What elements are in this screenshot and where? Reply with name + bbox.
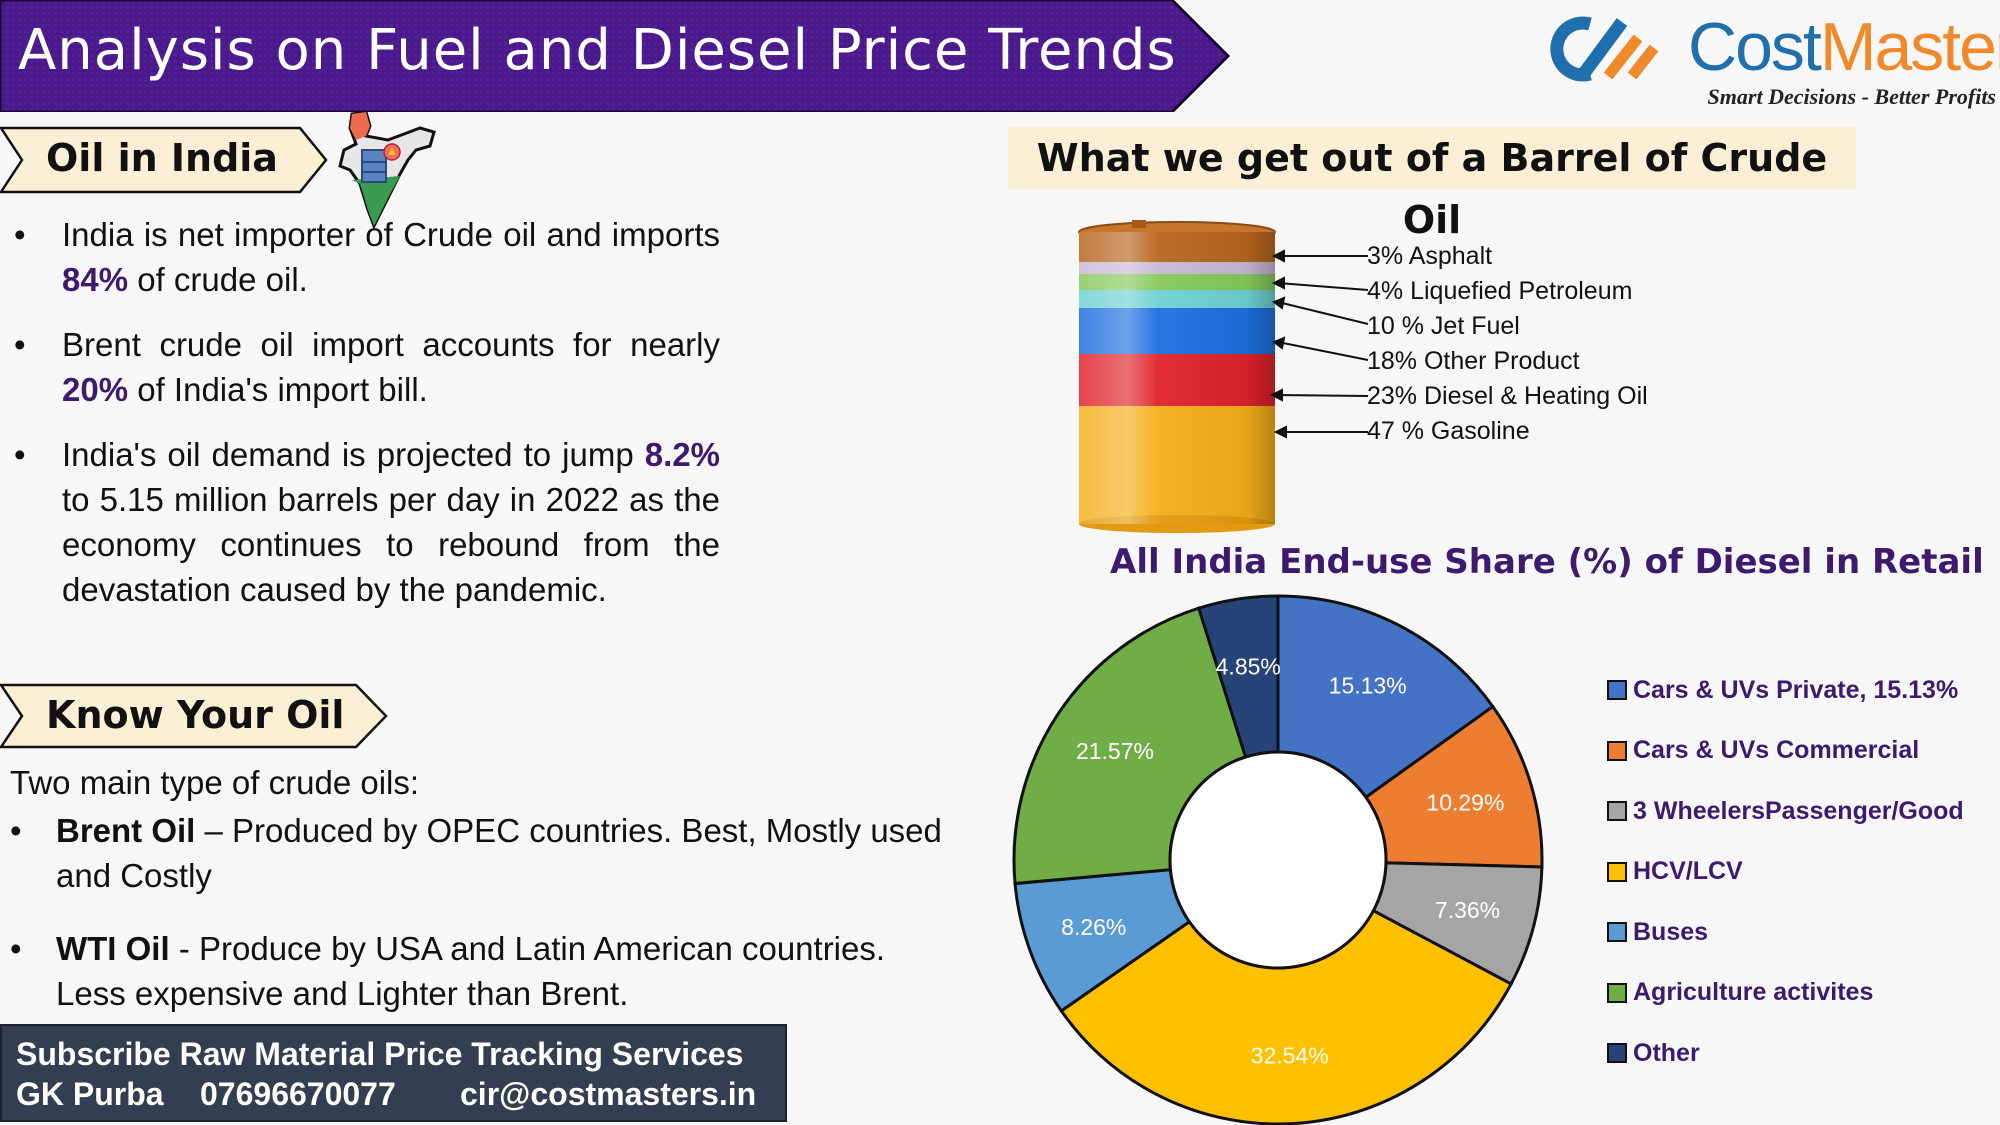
legend-item: Cars & UVs Commercial xyxy=(1607,721,1964,782)
legend-label: 3 WheelersPassenger/Good xyxy=(1633,796,1964,825)
slice-data-label: 15.13% xyxy=(1329,673,1407,699)
list-item-brent: Brent Oil – Produced by OPEC countries. … xyxy=(0,808,956,898)
legend-swatch-icon xyxy=(1607,801,1627,822)
contact-email[interactable]: cir@costmasters.in xyxy=(460,1076,757,1112)
legend-swatch-icon xyxy=(1607,982,1627,1003)
barrel-label-asphalt: 3% Asphalt xyxy=(1367,242,1493,270)
legend-item: Cars & UVs Private, 15.13% xyxy=(1607,660,1964,721)
barrel-label-other-product: 18% Other Product xyxy=(1367,347,1580,375)
donut-chart-title: All India End-use Share (%) of Diesel in… xyxy=(1110,542,1984,582)
legend-label: Cars & UVs Commercial xyxy=(1633,736,1920,765)
barrel-section-title: What we get out of a Barrel of Crude Oil xyxy=(1008,127,1856,242)
slice-data-label: 7.36% xyxy=(1435,897,1500,923)
highlight-value: 84% xyxy=(62,261,129,298)
india-map-oil-barrel-icon xyxy=(338,110,436,230)
banner-arrow-shape xyxy=(0,0,1230,112)
legend-swatch-icon xyxy=(1607,680,1627,701)
section-ribbon-know-your-oil: Know Your Oil xyxy=(0,683,390,749)
contact-name: GK Purba xyxy=(16,1076,164,1112)
legend-swatch-icon xyxy=(1607,861,1627,882)
section-ribbon-oil-in-india: Oil in India xyxy=(0,126,330,194)
bullet-demand-projection: India's oil demand is projected to jump … xyxy=(0,432,720,612)
slice-data-label: 4.85% xyxy=(1216,653,1281,679)
barrel-label-diesel: 23% Diesel & Heating Oil xyxy=(1367,382,1648,410)
legend-swatch-icon xyxy=(1607,1043,1627,1064)
section-heading: Know Your Oil xyxy=(46,693,345,737)
legend-label: Buses xyxy=(1633,917,1709,946)
ribbon-shape xyxy=(0,683,388,749)
highlight-value: 20% xyxy=(62,371,129,408)
slice-data-label: 21.57% xyxy=(1076,738,1154,764)
bullet-brent-import-bill: Brent crude oil import accounts for near… xyxy=(0,322,720,412)
section-heading: Oil in India xyxy=(46,136,278,180)
legend-item: Other xyxy=(1607,1023,1964,1084)
costmasters-logo: CostMasters Smart Decisions - Better Pro… xyxy=(1540,8,2000,112)
legend-label: Cars & UVs Private, 15.13% xyxy=(1633,675,1959,704)
subscribe-banner: Subscribe Raw Material Price Tracking Se… xyxy=(0,1024,787,1122)
contact-row: GK Purba 07696670077 cir@costmasters.in xyxy=(16,1074,771,1114)
legend-item: HCV/LCV xyxy=(1607,842,1964,903)
subscribe-headline: Subscribe Raw Material Price Tracking Se… xyxy=(16,1036,744,1072)
ribbon-shape xyxy=(0,126,328,194)
legend-swatch-icon xyxy=(1607,922,1627,943)
slice-data-label: 10.29% xyxy=(1426,790,1504,816)
bullet-import-share: India is net importer of Crude oil and i… xyxy=(0,212,720,302)
list-item-wti: WTI Oil - Produce by USA and Latin Ameri… xyxy=(0,926,936,1016)
legend-swatch-icon xyxy=(1607,740,1627,761)
logo-mark-icon xyxy=(1550,16,1659,82)
slice-data-label: 32.54% xyxy=(1251,1043,1329,1069)
oil-barrel-illustration xyxy=(1078,220,1276,533)
crude-types-intro: Two main type of crude oils: xyxy=(10,764,420,801)
diesel-end-use-donut-chart: 15.13% 10.29% 7.36% 32.54% 8.26% 21.57% 4.85% xyxy=(1012,594,1544,1125)
legend-label: HCV/LCV xyxy=(1633,857,1743,886)
barrel-pointer-arrows xyxy=(1270,249,1369,439)
slice-data-label: 8.26% xyxy=(1061,914,1126,940)
crude-types-list: Brent Oil – Produced by OPEC countries. … xyxy=(0,808,960,1016)
donut-legend: Cars & UVs Private, 15.13% Cars & UVs Com… xyxy=(1607,660,1964,1084)
legend-item: Buses xyxy=(1607,902,1964,963)
legend-label: Agriculture activites xyxy=(1633,978,1874,1007)
oil-in-india-bullets: India is net importer of Crude oil and i… xyxy=(0,212,720,630)
logo-tagline: Smart Decisions - Better Profits xyxy=(1707,84,1996,109)
title-banner: Analysis on Fuel and Diesel Price Trends xyxy=(0,0,1230,112)
legend-item: 3 WheelersPassenger/Good xyxy=(1607,781,1964,842)
page-title: Analysis on Fuel and Diesel Price Trends xyxy=(18,18,1177,83)
barrel-label-lpg: 4% Liquefied Petroleum xyxy=(1367,277,1633,305)
legend-label: Other xyxy=(1633,1038,1700,1067)
contact-phone[interactable]: 07696670077 xyxy=(200,1076,396,1112)
barrel-label-jet-fuel: 10 % Jet Fuel xyxy=(1367,312,1520,340)
highlight-value: 8.2% xyxy=(644,436,720,473)
legend-item: Agriculture activites xyxy=(1607,963,1964,1024)
barrel-label-gasoline: 47 % Gasoline xyxy=(1367,417,1530,445)
logo-wordmark: CostMasters xyxy=(1688,9,2000,85)
